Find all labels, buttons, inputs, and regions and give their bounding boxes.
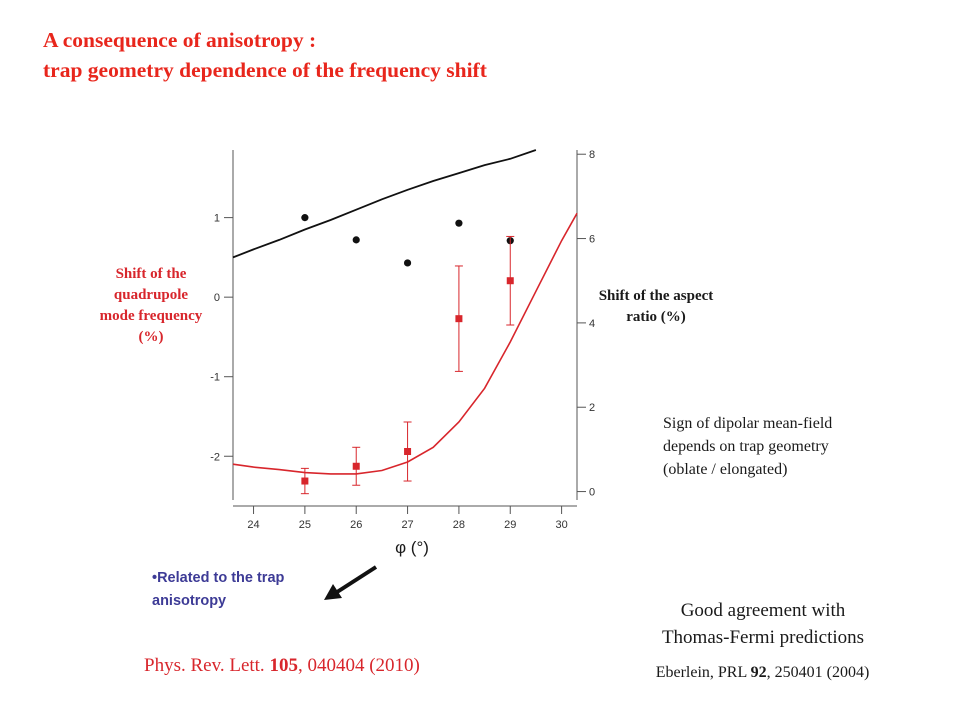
title-line-1: A consequence of anisotropy : [43, 28, 317, 52]
data-point-circle [455, 219, 463, 227]
x-tick-label: 28 [453, 519, 465, 531]
data-point-square [506, 277, 514, 285]
right-tick-label: 2 [589, 402, 595, 414]
right-y-axis: 8 6 4 2 0 [576, 149, 595, 500]
bullet-text: Related to the trap anisotropy [152, 570, 285, 609]
citation-suffix: , 040404 (2010) [297, 655, 420, 676]
data-point-circle [301, 214, 309, 222]
x-axis: 24 25 26 27 28 29 30 [233, 505, 577, 531]
left-tick-label: 1 [214, 213, 220, 225]
x-tick-label: 27 [401, 519, 413, 531]
arrow-icon [324, 565, 378, 600]
bullet-related-anisotropy: •Related to the trap anisotropy [152, 567, 332, 613]
data-point-square [301, 477, 309, 485]
left-axis-label: Shift of the quadrupole mode frequency (… [99, 266, 203, 345]
x-tick-label: 25 [299, 519, 311, 531]
title-line-2: trap geometry dependence of the frequenc… [43, 58, 487, 82]
agreement-line-2: Thomas-Fermi predictions [661, 627, 865, 648]
data-point-square [352, 462, 360, 470]
citation-prefix: Phys. Rev. Lett. [144, 655, 270, 676]
right-tick-label: 6 [589, 234, 595, 246]
citation: Phys. Rev. Lett. 105, 040404 (2010) [144, 655, 420, 677]
data-point-square [404, 448, 412, 456]
data-point-circle [352, 236, 360, 244]
data-point-square [455, 315, 463, 323]
left-tick-label: 0 [214, 292, 220, 304]
left-tick-label: -2 [210, 451, 220, 463]
citation-volume: 105 [269, 655, 298, 676]
sign-note: Sign of dipolar mean-field depends on tr… [663, 415, 833, 478]
left-axis-curve [232, 149, 537, 259]
eberlein-reference: Eberlein, PRL 92, 250401 (2004) [610, 664, 915, 682]
right-axis-label: Shift of the aspect ratio (%) [598, 288, 714, 325]
right-tick-label: 4 [589, 318, 595, 330]
x-tick-label: 29 [504, 519, 516, 531]
x-tick-label: 24 [247, 519, 259, 531]
x-tick-label: 30 [555, 519, 567, 531]
eberlein-volume: 92 [750, 664, 767, 681]
left-y-axis: 1 0 -1 -2 [210, 150, 234, 500]
right-tick-label: 8 [589, 149, 595, 161]
bullet-dot: • [152, 570, 158, 586]
agreement-note: Good agreement with Thomas-Fermi predict… [618, 597, 908, 651]
data-point-circle [403, 259, 412, 267]
right-tick-label: 0 [589, 487, 595, 499]
x-tick-label: 26 [350, 519, 362, 531]
x-axis-label: φ (°) [395, 538, 429, 557]
eberlein-prefix: Eberlein, PRL [655, 664, 751, 681]
plot-series [232, 149, 578, 495]
left-tick-label: -1 [210, 372, 220, 384]
eberlein-suffix: , 250401 (2004) [766, 664, 870, 681]
right-axis-curve [232, 212, 578, 475]
agreement-line-1: Good agreement with [680, 600, 846, 621]
